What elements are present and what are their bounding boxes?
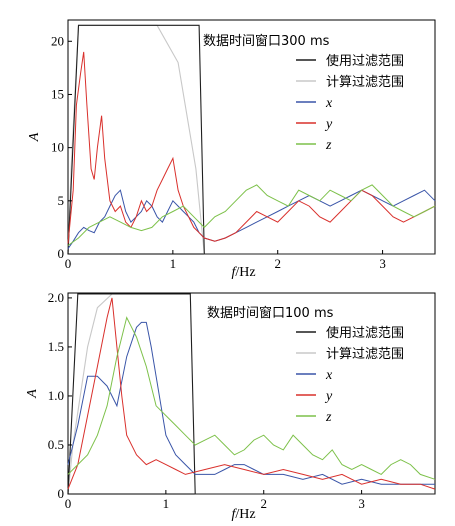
series-line-z [67, 316, 436, 480]
x-tick-label: 3 [379, 256, 386, 271]
legend-label: z [325, 138, 332, 153]
x-axis-label: f/Hz [231, 507, 255, 522]
filter-range-line [67, 293, 113, 495]
y-tick-label: 2.0 [48, 290, 64, 305]
chart-panel-2: 0 1 2 3 0 0.5 1.0 1.5 2.0 f/Hz A 数据时间窗口100 ms 使用过滤范围… [25, 290, 436, 522]
panel-title: 数据时间窗口100 ms [207, 305, 334, 321]
legend-label: 使用过滤范围 [326, 325, 404, 341]
series-line-x [67, 189, 436, 249]
x-tick-label: 2 [260, 496, 267, 511]
series-line-y [67, 51, 436, 244]
series-line-y [67, 297, 436, 490]
y-tick-label: 0 [58, 486, 65, 501]
y-tick-label: 1.5 [48, 339, 64, 354]
x-tick-label: 3 [358, 496, 365, 511]
y-axis-label: A [27, 132, 42, 142]
y-axis-label: A [25, 389, 40, 399]
filter-range-line [67, 293, 435, 495]
y-tick-label: 1.0 [48, 388, 64, 403]
legend-label: y [324, 117, 333, 132]
x-tick-label: 0 [65, 256, 72, 271]
y-tick-label: 0.5 [48, 437, 64, 452]
y-tick-label: 20 [51, 33, 64, 48]
legend-label: y [324, 389, 333, 404]
x-tick-label: 2 [274, 256, 281, 271]
plot-frame [67, 292, 436, 495]
x-axis-label: f/Hz [231, 265, 255, 280]
y-tick-label: 5 [58, 193, 65, 208]
series-line-z [67, 184, 436, 246]
x-axis-ticks: 0 1 2 3 [65, 490, 365, 511]
y-tick-label: 0 [58, 246, 65, 261]
x-axis-ticks: 0 1 2 3 [65, 250, 386, 271]
y-tick-label: 10 [51, 140, 64, 155]
y-axis-ticks: 0 0.5 1.0 1.5 2.0 [48, 290, 72, 501]
panel-title: 数据时间窗口300 ms [203, 33, 330, 49]
legend-label: x [325, 368, 333, 383]
legend-label: 计算过滤范围 [326, 347, 404, 362]
x-tick-label: 1 [163, 496, 170, 511]
y-tick-label: 15 [51, 86, 64, 101]
legend-label: 计算过滤范围 [326, 75, 404, 90]
legend-label: 使用过滤范围 [326, 53, 404, 69]
filter-range-line [67, 24, 205, 255]
x-tick-label: 0 [65, 496, 72, 511]
legend-label: x [325, 96, 333, 111]
y-axis-ticks: 0 5 10 15 20 [51, 33, 72, 261]
chart-panel-1: 0 1 2 3 0 5 10 15 20 f/Hz A 数据时间窗口300 ms 使用过滤范围计算过滤范… [27, 19, 436, 280]
series-line-x [67, 321, 435, 485]
legend-label: z [325, 410, 332, 425]
filter-range-line [67, 24, 435, 255]
x-tick-label: 1 [170, 256, 177, 271]
